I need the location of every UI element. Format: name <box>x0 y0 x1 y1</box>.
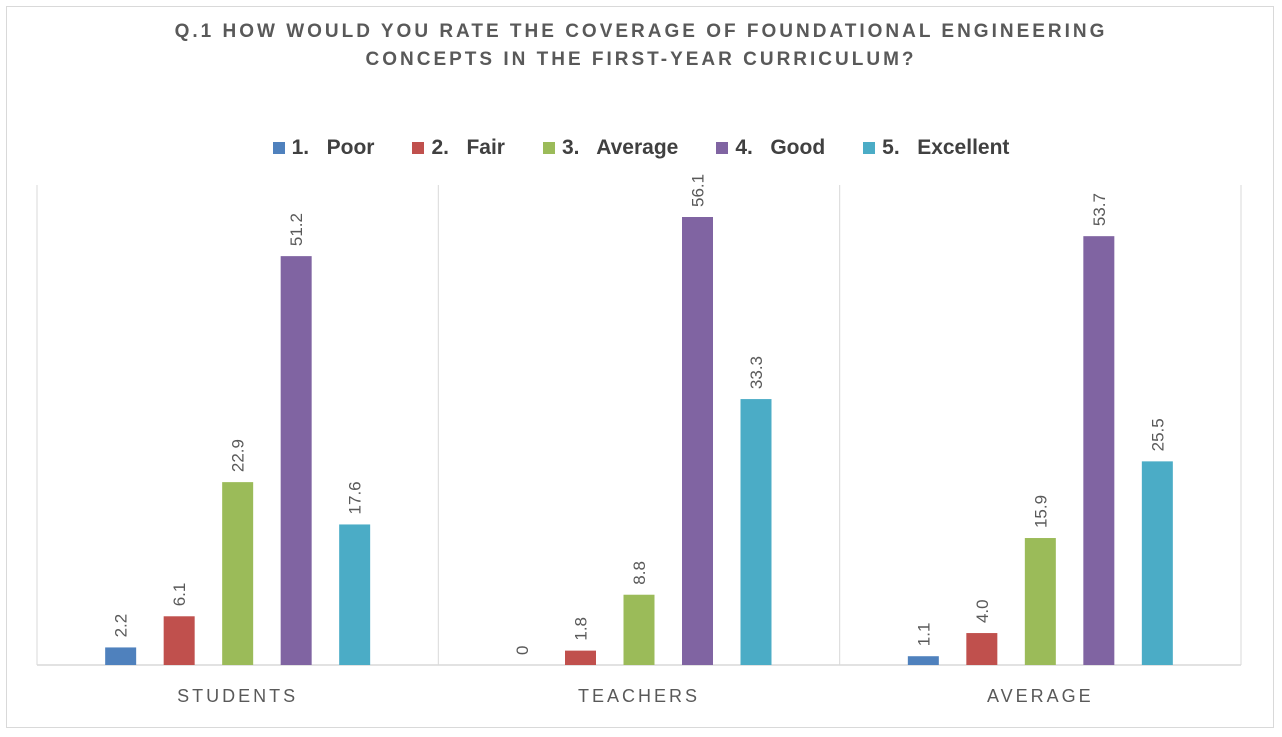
data-label-average-1: 1.1 <box>914 623 933 647</box>
data-label-average-5: 25.5 <box>1148 418 1167 451</box>
legend-label-excellent: 5. Excellent <box>882 136 1010 159</box>
legend-swatch-fair <box>412 142 425 154</box>
bar-students-4 <box>280 256 312 665</box>
data-label-average-4: 53.7 <box>1090 193 1109 226</box>
legend-item-average: 3. Average <box>542 136 679 160</box>
bar-teachers-3 <box>623 594 655 665</box>
data-label-students-1: 2.2 <box>112 614 131 638</box>
bar-teachers-5 <box>740 399 772 665</box>
chart-title: Q.1 HOW WOULD YOU RATE THE COVERAGE OF F… <box>0 18 1282 74</box>
data-label-average-3: 15.9 <box>1031 495 1050 528</box>
legend-swatch-poor <box>272 142 285 154</box>
data-label-teachers-1: 0 <box>513 646 532 655</box>
chart-legend: 1. Poor 2. Fair 3. Average 4. Good 5. Ex… <box>0 133 1282 163</box>
bar-students-1 <box>105 647 137 665</box>
data-label-students-2: 6.1 <box>170 583 189 607</box>
bar-teachers-2 <box>565 650 596 665</box>
bar-average-5 <box>1141 461 1173 665</box>
legend-label-fair: 2. Fair <box>431 136 505 159</box>
legend-item-excellent: 5. Excellent <box>863 136 1009 160</box>
legend-item-good: 4. Good <box>716 136 825 160</box>
bar-average-1 <box>907 656 939 665</box>
data-label-students-4: 51.2 <box>287 213 306 246</box>
bar-students-3 <box>222 482 254 665</box>
x-tick-label-teachers: TEACHERS <box>578 686 700 706</box>
data-label-students-5: 17.6 <box>346 481 365 514</box>
bar-teachers-4 <box>682 217 713 665</box>
data-label-teachers-5: 33.3 <box>747 356 766 389</box>
legend-swatch-excellent <box>863 142 876 154</box>
bar-average-3 <box>1024 538 1056 665</box>
bar-average-2 <box>966 633 998 665</box>
legend-label-average: 3. Average <box>561 136 679 159</box>
legend-swatch-average <box>542 142 555 154</box>
legend-label-good: 4. Good <box>735 136 826 159</box>
data-label-teachers-2: 1.8 <box>572 617 591 641</box>
legend-swatch-good <box>716 142 729 154</box>
chart-title-line-1: Q.1 HOW WOULD YOU RATE THE COVERAGE OF F… <box>174 21 1108 42</box>
legend-item-poor: 1. Poor <box>272 136 375 160</box>
data-label-students-3: 22.9 <box>229 439 248 472</box>
data-label-teachers-4: 56.1 <box>689 174 708 207</box>
bar-average-4 <box>1083 236 1115 665</box>
bar-students-5 <box>339 524 371 665</box>
x-tick-label-average: AVERAGE <box>987 686 1094 706</box>
bar-students-2 <box>163 616 195 665</box>
legend-item-fair: 2. Fair <box>412 136 505 160</box>
data-label-teachers-3: 8.8 <box>630 561 649 585</box>
x-tick-label-students: STUDENTS <box>177 686 298 706</box>
legend-label-poor: 1. Poor <box>291 136 375 159</box>
chart-title-line-2: CONCEPTS IN THE FIRST-YEAR CURRICULUM? <box>365 49 917 70</box>
data-label-average-2: 4.0 <box>973 599 992 623</box>
